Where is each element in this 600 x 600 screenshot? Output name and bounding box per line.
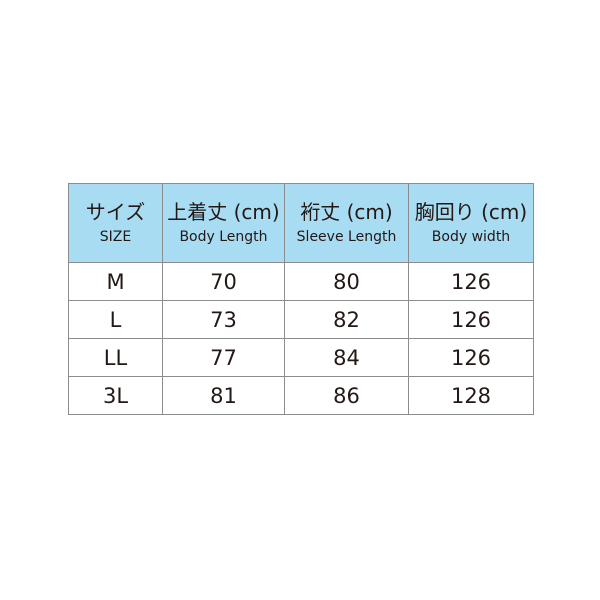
value-cell: 82 bbox=[284, 300, 409, 339]
header-ja: 胸回り (cm) bbox=[414, 200, 528, 224]
size-cell: L bbox=[68, 300, 163, 339]
header-en: Body width bbox=[431, 229, 511, 245]
value-cell: 70 bbox=[162, 262, 285, 301]
table-row: 3L 81 86 128 bbox=[68, 376, 534, 415]
header-ja: 裄丈 (cm) bbox=[300, 200, 393, 224]
size-cell: LL bbox=[68, 338, 163, 377]
table-row: L 73 82 126 bbox=[68, 300, 534, 339]
value-cell: 80 bbox=[284, 262, 409, 301]
header-cell: サイズ SIZE bbox=[68, 183, 163, 263]
table-header: サイズ SIZE 上着丈 (cm) Body Length 裄丈 (cm) Sleeve … bbox=[68, 183, 534, 263]
value-cell: 73 bbox=[162, 300, 285, 339]
table-row: M 70 80 126 bbox=[68, 262, 534, 301]
size-table: サイズ SIZE 上着丈 (cm) Body Length 裄丈 (cm) Sleeve … bbox=[68, 183, 534, 415]
table-body: M 70 80 126 L 73 82 126 LL 77 84 126 3L 81 86 128 bbox=[68, 262, 534, 415]
header-ja: サイズ bbox=[85, 200, 146, 224]
value-cell: 77 bbox=[162, 338, 285, 377]
header-en: SIZE bbox=[99, 229, 132, 245]
value-cell: 126 bbox=[408, 338, 534, 377]
size-cell: M bbox=[68, 262, 163, 301]
value-cell: 81 bbox=[162, 376, 285, 415]
header-cell: 上着丈 (cm) Body Length bbox=[162, 183, 285, 263]
value-cell: 126 bbox=[408, 262, 534, 301]
header-cell: 胸回り (cm) Body width bbox=[408, 183, 534, 263]
header-en: Sleeve Length bbox=[296, 229, 397, 245]
header-row: サイズ SIZE 上着丈 (cm) Body Length 裄丈 (cm) Sleeve … bbox=[68, 183, 534, 263]
header-ja: 上着丈 (cm) bbox=[167, 200, 280, 224]
value-cell: 126 bbox=[408, 300, 534, 339]
value-cell: 84 bbox=[284, 338, 409, 377]
table-row: LL 77 84 126 bbox=[68, 338, 534, 377]
value-cell: 86 bbox=[284, 376, 409, 415]
header-en: Body Length bbox=[179, 229, 268, 245]
size-cell: 3L bbox=[68, 376, 163, 415]
value-cell: 128 bbox=[408, 376, 534, 415]
header-cell: 裄丈 (cm) Sleeve Length bbox=[284, 183, 409, 263]
